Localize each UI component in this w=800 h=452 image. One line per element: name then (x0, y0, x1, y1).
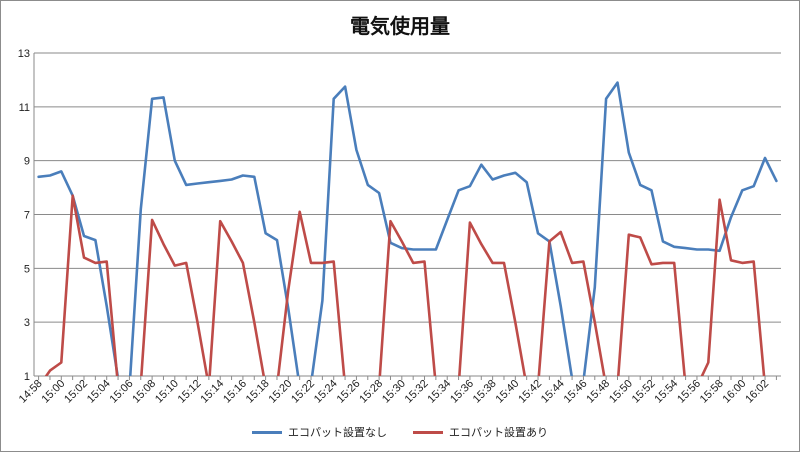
x-tick-label-1522: 15:22 (289, 378, 317, 406)
x-tick-label-1530: 15:30 (380, 378, 408, 406)
x-tick-label-1536: 15:36 (448, 378, 476, 406)
x-tick-label-1502: 15:02 (62, 378, 90, 406)
y-tick-label-1: 1 (24, 371, 30, 383)
x-tick-label-1504: 15:04 (85, 378, 113, 406)
x-tick-label-1512: 15:12 (176, 378, 204, 406)
x-tick-label-1554: 15:54 (652, 378, 680, 406)
x-tick-label-1526: 15:26 (335, 378, 363, 406)
legend-swatch-series-1 (252, 430, 282, 434)
x-tick-label-1516: 15:16 (221, 378, 249, 406)
legend-item-series-2: エコパット設置あり (413, 424, 548, 440)
x-tick-label-1540: 15:40 (494, 378, 522, 406)
y-tick-label-5: 5 (24, 263, 30, 275)
x-tick-label-1550: 15:50 (607, 378, 635, 406)
chart-title: 電気使用量 (350, 14, 450, 38)
legend: エコパット設置なし エコパット設置あり (0, 424, 800, 440)
x-tick-label-1514: 15:14 (198, 378, 226, 406)
x-tick-label-1524: 15:24 (312, 378, 340, 406)
x-tick-label-1528: 15:28 (357, 378, 385, 406)
x-tick-label-1520: 15:20 (266, 378, 294, 406)
y-tick-label-9: 9 (24, 156, 30, 168)
x-tick-label-1458: 14:58 (17, 378, 45, 406)
x-tick-label-1532: 15:32 (403, 378, 431, 406)
x-tick-label-1600: 16:00 (721, 378, 749, 406)
x-tick-label-1546: 15:46 (562, 378, 590, 406)
x-tick-label-1508: 15:08 (130, 378, 158, 406)
legend-swatch-series-2 (413, 430, 443, 434)
y-tick-label-3: 3 (24, 317, 30, 329)
y-tick-label-11: 11 (19, 102, 30, 114)
x-tick-label-1500: 15:00 (39, 378, 67, 406)
x-tick-label-1518: 15:18 (244, 378, 272, 406)
x-tick-label-1556: 15:56 (675, 378, 703, 406)
x-tick-label-1542: 15:42 (516, 378, 544, 406)
x-tick-label-1506: 15:06 (108, 378, 136, 406)
series-line-1 (37, 81, 778, 376)
y-tick-label-13: 13 (18, 48, 30, 60)
x-tick-label-1510: 15:10 (153, 378, 181, 406)
y-tick-label-7: 7 (24, 210, 30, 222)
x-tick-label-1552: 15:52 (630, 378, 658, 406)
x-tick-label-1538: 15:38 (471, 378, 499, 406)
x-tick-label-1548: 15:48 (584, 378, 612, 406)
legend-label-series-2: エコパット設置あり (449, 426, 548, 439)
series-line-2 (44, 194, 766, 376)
x-tick-label-1602: 16:02 (743, 378, 771, 406)
legend-item-series-1: エコパット設置なし (252, 424, 387, 440)
x-tick-label-1558: 15:58 (698, 378, 726, 406)
x-tick-label-1534: 15:34 (425, 378, 453, 406)
x-tick-label-1544: 15:44 (539, 378, 567, 406)
legend-label-series-1: エコパット設置なし (288, 426, 387, 439)
